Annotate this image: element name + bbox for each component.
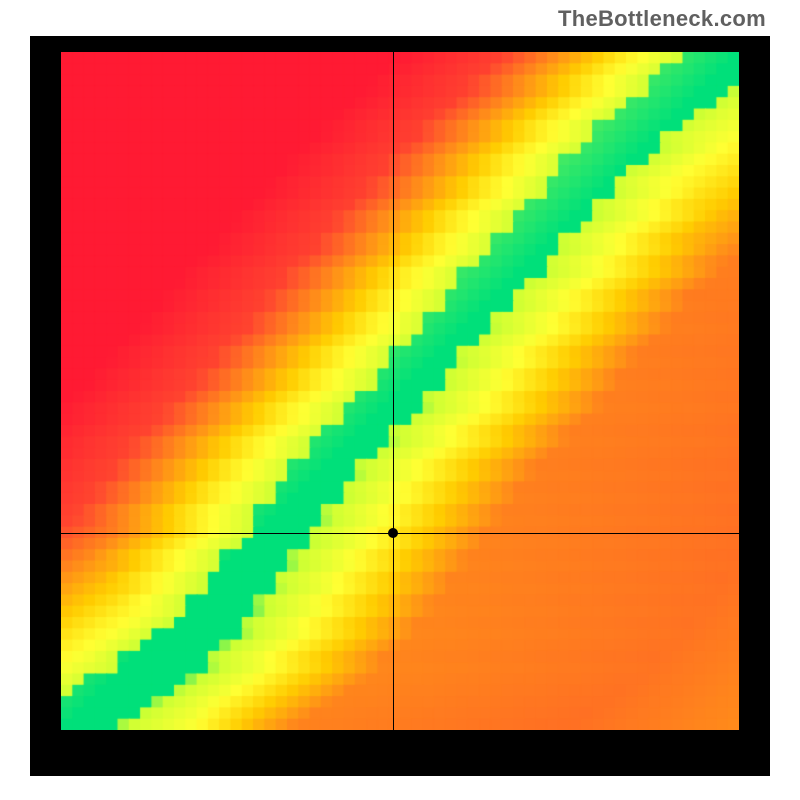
page-container: TheBottleneck.com xyxy=(0,0,800,800)
chart-frame xyxy=(30,36,770,776)
bottleneck-heatmap xyxy=(61,52,739,730)
crosshair-marker-dot xyxy=(388,528,398,538)
crosshair-horizontal-line xyxy=(61,533,739,534)
crosshair-vertical-line xyxy=(393,52,394,730)
attribution-text: TheBottleneck.com xyxy=(558,6,766,32)
